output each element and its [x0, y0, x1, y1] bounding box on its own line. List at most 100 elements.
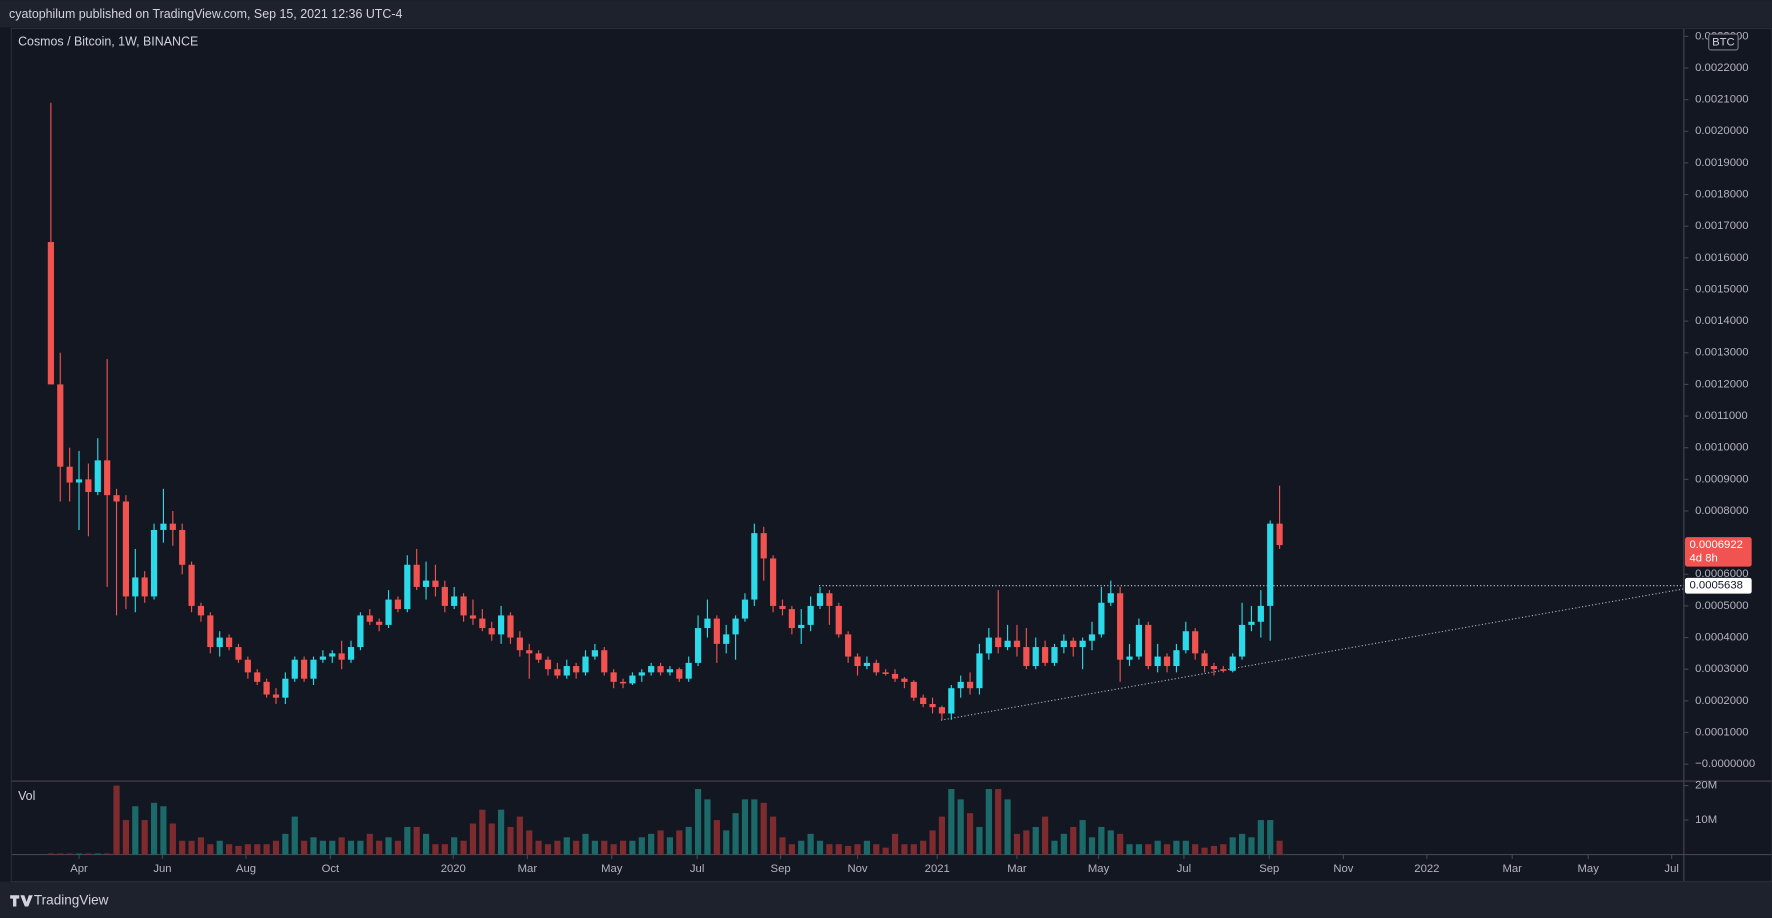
y-tick-label: 0.0008000 — [1695, 505, 1748, 517]
candle-body — [563, 666, 570, 676]
candle-body — [47, 242, 54, 385]
candle-body — [554, 669, 561, 676]
x-tick-label: Nov — [847, 863, 867, 875]
candle-body — [920, 697, 927, 705]
candle-body — [1229, 656, 1236, 671]
volume-bar — [582, 833, 589, 855]
volume-tick-label: 20M — [1695, 780, 1717, 792]
volume-bar — [132, 806, 139, 855]
volume-bar — [75, 853, 83, 855]
volume-bar — [966, 813, 974, 855]
y-tick-label: 0.0010000 — [1695, 442, 1748, 454]
candle-body — [704, 618, 711, 629]
volume-bar — [394, 840, 402, 855]
volume-bar — [85, 853, 92, 855]
volume-bar — [57, 853, 64, 855]
volume-bar — [366, 833, 373, 855]
candle-body — [413, 564, 420, 587]
y-tick-label: 0.0012000 — [1695, 378, 1748, 390]
candle-body — [338, 653, 345, 660]
candle-body — [526, 650, 533, 654]
y-tick-label: 0.0022000 — [1695, 62, 1748, 74]
candle-body — [357, 615, 364, 648]
candle-body — [760, 533, 767, 559]
volume-bar — [1220, 844, 1227, 855]
candle-body — [854, 656, 861, 667]
frame — [10, 27, 1772, 883]
candle-body — [938, 707, 946, 714]
candle-body — [582, 656, 589, 673]
candle-body — [291, 659, 298, 679]
candle-body — [244, 659, 251, 673]
candle-body — [141, 577, 148, 597]
candle-body — [169, 523, 176, 530]
y-tick-label: 0.0004000 — [1695, 632, 1748, 644]
candle-body — [1098, 602, 1105, 635]
candle-body — [1201, 653, 1208, 667]
y-tick-label: 0.0019000 — [1695, 157, 1748, 169]
volume-bar — [376, 840, 383, 855]
volume-bar — [516, 816, 523, 855]
volume-bar — [835, 844, 842, 855]
volume-bars — [47, 785, 1283, 855]
volume-bar — [676, 830, 683, 855]
candle-body — [619, 681, 627, 684]
volume-bar — [648, 833, 655, 855]
volume-bar — [807, 833, 814, 855]
currency-badge — [1708, 33, 1739, 51]
volume-bar — [1088, 837, 1096, 855]
volume-bar — [770, 816, 777, 855]
volume-bar — [357, 840, 364, 855]
volume-bar — [976, 826, 983, 855]
volume-bar — [263, 844, 270, 855]
candle-body — [272, 694, 280, 698]
candle-body — [366, 615, 373, 622]
candle-body — [751, 533, 758, 600]
candle-body — [498, 615, 505, 635]
volume-bar — [816, 840, 824, 855]
volume-bar — [985, 789, 992, 855]
volume-bar — [573, 840, 580, 855]
candle-body — [1117, 593, 1124, 660]
x-tick-label: Jul — [690, 863, 704, 875]
volume-bar — [479, 809, 486, 855]
x-tick-label: Mar — [1502, 863, 1522, 875]
volume-bar — [104, 853, 111, 855]
candle-body — [1051, 647, 1058, 663]
volume-bar — [938, 816, 946, 855]
volume-bar — [197, 837, 205, 855]
candle-body — [544, 659, 552, 670]
candle-body — [723, 634, 730, 644]
volume-bar — [1238, 833, 1246, 855]
volume-bar — [751, 799, 758, 855]
volume-bar — [141, 820, 148, 855]
volume-bar — [122, 820, 130, 855]
candle-body — [132, 577, 139, 597]
x-tick-label: Sep — [1259, 863, 1279, 875]
candle-body — [460, 596, 467, 616]
candle-body — [1192, 631, 1199, 654]
volume-bar — [563, 837, 570, 855]
candle-body — [282, 678, 289, 698]
volume-bar — [451, 837, 458, 855]
volume-bar — [1051, 840, 1058, 855]
volume-bar — [169, 823, 176, 855]
volume-bar — [66, 853, 73, 855]
volume-bar — [1013, 833, 1021, 855]
candle-body — [1070, 640, 1077, 648]
candle-body — [301, 659, 308, 679]
volume-bar — [160, 806, 167, 855]
volume-bar — [601, 840, 608, 855]
candle-body — [788, 609, 795, 629]
y-tick-label: 0.0002000 — [1695, 695, 1748, 707]
trend-line — [940, 588, 1684, 721]
candle-body — [122, 501, 130, 597]
volume-bar — [432, 844, 439, 855]
volume-bar — [94, 853, 101, 855]
candle-body — [507, 615, 514, 638]
volume-bar — [254, 844, 261, 855]
volume-bar — [216, 840, 223, 855]
candle-body — [94, 460, 101, 492]
candle-body — [422, 580, 430, 587]
x-tick-label: Nov — [1333, 863, 1353, 875]
